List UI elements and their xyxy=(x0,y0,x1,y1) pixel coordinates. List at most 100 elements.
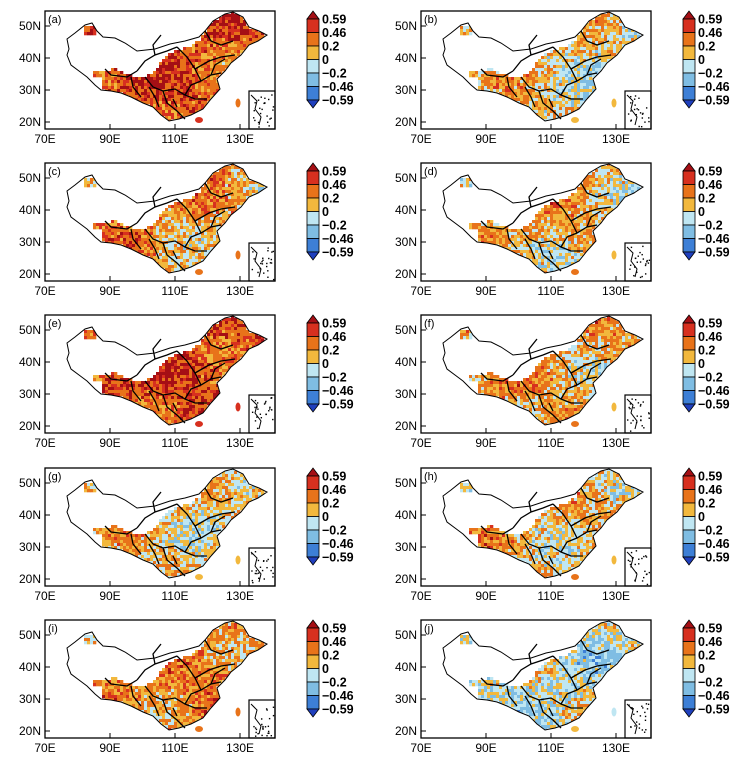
x-tick-label: 110E xyxy=(161,589,188,603)
province-borders xyxy=(104,182,236,272)
colorbar-level-label: 0.46 xyxy=(698,178,722,192)
map-panel: 70E 90E 110E 130E 50N 40N 30N 20N (f) 0.590.460.2… xyxy=(395,314,730,450)
colorbar-level-label: −0.2 xyxy=(698,67,723,81)
colorbar-level-label: 0.59 xyxy=(322,622,346,636)
colorbar-level-label: 0.46 xyxy=(322,178,346,192)
y-tick-label: 20N xyxy=(395,267,417,281)
y-tick-label: 50N xyxy=(395,19,417,33)
x-tick-label: 110E xyxy=(161,284,188,298)
colorbar: 0.590.460.20−0.2−0.46−0.59 xyxy=(306,162,354,261)
colorbar-segment xyxy=(682,59,696,74)
national-border xyxy=(442,11,644,122)
hainan-island xyxy=(571,117,579,123)
colorbar-segment xyxy=(682,211,696,226)
taiwan-island xyxy=(611,555,617,565)
colorbar-segment xyxy=(682,86,696,101)
colorbar-segment xyxy=(306,390,320,405)
y-tick-label: 20N xyxy=(19,115,41,129)
colorbar-segment xyxy=(306,681,320,696)
shaded-field xyxy=(84,12,265,121)
colorbar-level-label: 0.59 xyxy=(322,317,346,331)
colorbar: 0.590.460.20−0.2−0.46−0.59 xyxy=(306,467,354,566)
colorbar: 0.590.460.20−0.2−0.46−0.59 xyxy=(682,619,730,718)
colorbar-level-label: −0.59 xyxy=(322,398,354,412)
y-tick-label: 40N xyxy=(19,51,41,65)
colorbar-segment xyxy=(682,475,696,490)
y-tick-label: 50N xyxy=(19,171,41,185)
colorbar-level-label: −0.2 xyxy=(322,219,347,233)
colorbar-segment xyxy=(306,59,320,74)
colorbar-level-label: −0.59 xyxy=(698,551,730,565)
taiwan-island xyxy=(235,98,241,108)
colorbar-segment xyxy=(306,516,320,531)
colorbar-bottom-arrow xyxy=(682,403,696,413)
colorbar-segment xyxy=(306,238,320,253)
south-china-sea-inset xyxy=(248,90,276,130)
y-tick-label: 50N xyxy=(19,476,41,490)
y-tick-label: 40N xyxy=(395,51,417,65)
colorbar-level-label: 0.2 xyxy=(698,497,715,511)
colorbar-segment xyxy=(682,641,696,656)
colorbar-segment xyxy=(682,390,696,405)
colorbar-level-label: −0.46 xyxy=(698,384,730,398)
south-china-sea-inset xyxy=(624,90,652,130)
colorbar-level-label: 0.2 xyxy=(322,497,339,511)
y-tick-label: 20N xyxy=(19,419,41,433)
colorbar-level-label: −0.59 xyxy=(322,246,354,260)
colorbar-segment xyxy=(306,336,320,351)
colorbar-segment xyxy=(682,543,696,558)
colorbar-segment xyxy=(682,18,696,33)
x-tick-label: 90E xyxy=(475,132,496,146)
hainan-island xyxy=(195,117,203,123)
y-tick-label: 40N xyxy=(19,203,41,217)
x-tick-label: 70E xyxy=(34,741,55,755)
y-tick-label: 40N xyxy=(395,508,417,522)
colorbar-level-label: −0.46 xyxy=(698,537,730,551)
hainan-island xyxy=(571,421,579,427)
province-borders xyxy=(480,182,612,272)
y-tick-label: 30N xyxy=(19,235,41,249)
colorbar-segment xyxy=(306,322,320,337)
south-china-sea-inset xyxy=(624,699,652,739)
map-panel: 70E 90E 110E 130E 50N 40N 30N 20N (a) 0.590.460.2… xyxy=(19,10,354,146)
south-china-sea-inset xyxy=(624,394,652,434)
x-tick-label: 90E xyxy=(99,436,120,450)
colorbar-bottom-arrow xyxy=(306,403,320,413)
y-tick-label: 20N xyxy=(19,267,41,281)
province-borders xyxy=(104,487,236,577)
colorbar-level-label: −0.46 xyxy=(698,80,730,94)
colorbar-segment xyxy=(306,184,320,199)
hainan-island xyxy=(571,726,579,732)
colorbar-level-label: 0.2 xyxy=(698,40,715,54)
map-panel: 70E 90E 110E 130E 50N 40N 30N 20N (i) 0.590.460.2… xyxy=(19,619,354,755)
colorbar-level-label: 0 xyxy=(322,205,329,219)
colorbar-level-label: −0.59 xyxy=(322,703,354,717)
colorbar-level-label: 0.59 xyxy=(698,317,722,331)
colorbar-segment xyxy=(682,516,696,531)
x-tick-label: 70E xyxy=(34,589,55,603)
x-tick-label: 130E xyxy=(602,741,630,755)
colorbar-top-arrow xyxy=(682,467,696,477)
panel-label: (d) xyxy=(424,166,437,178)
colorbar-segment xyxy=(306,349,320,364)
x-tick-label: 90E xyxy=(99,284,120,298)
colorbar: 0.590.460.20−0.2−0.46−0.59 xyxy=(306,619,354,718)
province-borders xyxy=(480,334,612,424)
hainan-island xyxy=(195,269,203,275)
y-tick-label: 50N xyxy=(395,628,417,642)
colorbar-bottom-arrow xyxy=(682,708,696,718)
x-tick-label: 130E xyxy=(226,284,254,298)
colorbar-segment xyxy=(682,184,696,199)
national-border xyxy=(66,620,268,731)
hainan-island xyxy=(195,421,203,427)
panel-label: (g) xyxy=(48,471,61,483)
taiwan-island xyxy=(611,707,617,717)
colorbar-level-label: 0 xyxy=(322,510,329,524)
colorbar-segment xyxy=(306,654,320,669)
colorbar-segment xyxy=(682,72,696,87)
colorbar-level-label: −0.46 xyxy=(698,232,730,246)
colorbar: 0.590.460.20−0.2−0.46−0.59 xyxy=(682,162,730,261)
colorbar-segment xyxy=(306,211,320,226)
taiwan-island xyxy=(235,402,241,412)
